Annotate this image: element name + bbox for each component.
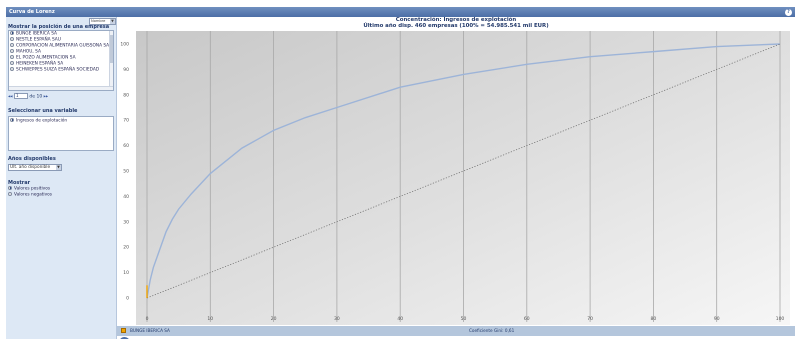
x-tick-label: 60 xyxy=(524,316,530,322)
x-tick-label: 70 xyxy=(587,316,593,322)
chart-title-line2: Último año disp. 460 empresas (100% = 54… xyxy=(363,22,549,29)
sidebar: Mostrar la posición de una empresa Nombr… xyxy=(6,17,117,339)
show-section-title: Mostrar xyxy=(8,180,31,186)
variable-radio[interactable] xyxy=(10,117,14,122)
company-list-item[interactable]: CORPORACION ALIMENTARIA GUISSONA SA xyxy=(9,42,113,49)
company-list-item[interactable]: MAHOU, SA xyxy=(9,48,113,55)
page-input[interactable]: 1 xyxy=(13,93,28,99)
variable-item-label: Ingresos de explotación xyxy=(16,118,68,124)
window-title-bar: Curva de Lorenz ? xyxy=(6,7,795,17)
chart-title: Concentración: Ingresos de explotación Ú… xyxy=(117,17,795,29)
footer-company: BUNGE IBERICA SA xyxy=(121,328,170,334)
scrollbar-thumb[interactable] xyxy=(110,35,113,63)
chevron-down-icon: ▼ xyxy=(56,165,61,170)
company-radio[interactable] xyxy=(10,42,14,47)
x-tick-label: 80 xyxy=(651,316,657,322)
company-radio[interactable] xyxy=(10,60,14,65)
y-tick-label: 100 xyxy=(120,42,129,48)
x-tick-label: 30 xyxy=(334,316,340,322)
x-tick-label: 50 xyxy=(461,316,467,322)
lorenz-chart: 0 10 20 30 40 50 60 70 80 90 100 0 10 20 30 40 50 60 70 80 9… xyxy=(120,31,790,325)
company-radio[interactable] xyxy=(10,54,14,59)
company-list-item[interactable]: EL POZO ALIMENTACION SA xyxy=(9,54,113,61)
negative-radio[interactable] xyxy=(8,191,12,196)
list-horizontal-scrollbar[interactable] xyxy=(9,86,113,90)
chart-title-line1: Concentración: Ingresos de explotación xyxy=(395,17,517,23)
company-name: SCHWEPPES SUIZA ESPAÑA SOCIEDAD xyxy=(16,67,100,73)
company-name: NESTLE ESPAÑA SAU xyxy=(16,37,61,43)
y-tick-label: 0 xyxy=(126,296,129,302)
company-list[interactable]: BUNGE IBERICA SA NESTLE ESPAÑA SAU CORPORA… xyxy=(8,30,114,91)
x-tick-label: 10 xyxy=(207,316,213,322)
company-marker-swatch xyxy=(121,328,126,333)
y-tick-label: 90 xyxy=(123,67,129,73)
sort-select[interactable]: Nombre ▼ xyxy=(89,18,116,25)
plot-background xyxy=(136,31,790,325)
y-tick-label: 50 xyxy=(123,169,129,175)
company-name: HEINEKEN ESPAÑA SA xyxy=(16,61,64,67)
years-section-title: Años disponibles xyxy=(8,156,56,162)
chevron-down-icon: ▼ xyxy=(110,19,115,24)
y-tick-label: 30 xyxy=(123,219,129,225)
variable-section-title: Seleccionar una variable xyxy=(8,108,78,114)
show-positive-label: Valores positivos xyxy=(14,186,51,192)
variable-list[interactable]: Ingresos de explotación xyxy=(8,116,114,151)
company-name: EL POZO ALIMENTACION SA xyxy=(16,55,76,61)
position-section-title: Mostrar la posición de una empresa xyxy=(8,24,110,30)
company-items: BUNGE IBERICA SA NESTLE ESPAÑA SAU CORPORA… xyxy=(9,31,113,73)
x-tick-label: 40 xyxy=(397,316,403,322)
company-name: BUNGE IBERICA SA xyxy=(16,31,57,37)
company-radio[interactable] xyxy=(10,48,14,53)
y-tick-label: 40 xyxy=(123,194,129,200)
y-tick-label: 60 xyxy=(123,143,129,149)
company-name: MAHOU, SA xyxy=(16,49,41,55)
page-count-label: de 10 xyxy=(29,94,43,100)
show-negative-option[interactable]: Valores negativos xyxy=(8,191,52,199)
gini-coefficient: Coeficiente Gini: 0,61 xyxy=(469,328,515,333)
company-list-item[interactable]: SCHWEPPES SUIZA ESPAÑA SOCIEDAD xyxy=(9,66,113,73)
list-vertical-scrollbar[interactable] xyxy=(109,31,113,90)
x-tick-label: 0 xyxy=(146,316,149,322)
chart-area: 0 10 20 30 40 50 60 70 80 90 100 0 10 20 30 40 50 60 70 80 9… xyxy=(117,17,795,339)
help-icon[interactable]: ? xyxy=(785,8,792,16)
lorenz-curve xyxy=(146,43,781,299)
window-title: Curva de Lorenz xyxy=(9,9,55,15)
year-select[interactable]: Ult. año disponible ▼ xyxy=(8,164,62,171)
year-select-value: Ult. año disponible xyxy=(10,165,51,170)
company-radio[interactable] xyxy=(10,36,14,41)
pager: ◂◂ 1 de 10 ▸▸ xyxy=(8,93,48,100)
positive-radio[interactable] xyxy=(8,185,12,190)
next-page-button[interactable]: ▸▸ xyxy=(43,94,49,100)
show-positive-option[interactable]: Valores positivos xyxy=(8,185,51,193)
zoom-icon[interactable] xyxy=(119,337,130,339)
prev-page-button[interactable]: ◂◂ xyxy=(8,94,13,100)
y-tick-label: 20 xyxy=(123,245,129,251)
show-negative-label: Valores negativos xyxy=(14,192,52,198)
company-list-item[interactable]: HEINEKEN ESPAÑA SA xyxy=(9,60,113,67)
company-list-item[interactable]: NESTLE ESPAÑA SAU xyxy=(9,36,113,43)
x-tick-label: 100 xyxy=(776,316,785,322)
company-radio[interactable] xyxy=(10,66,14,71)
sort-select-value: Nombre xyxy=(91,19,106,23)
variable-item[interactable]: Ingresos de explotación xyxy=(10,117,112,125)
x-tick-label: 20 xyxy=(271,316,277,322)
x-tick-label: 90 xyxy=(714,316,720,322)
company-name: CORPORACION ALIMENTARIA GUISSONA SA xyxy=(16,43,110,49)
company-radio[interactable] xyxy=(10,31,14,35)
y-tick-label: 80 xyxy=(123,92,129,98)
chart-footer: BUNGE IBERICA SA Coeficiente Gini: 0,61 xyxy=(117,326,795,336)
y-tick-label: 70 xyxy=(123,118,129,124)
company-list-item[interactable]: BUNGE IBERICA SA xyxy=(9,31,113,37)
y-tick-label: 10 xyxy=(123,270,129,276)
footer-company-label: BUNGE IBERICA SA xyxy=(130,328,170,333)
